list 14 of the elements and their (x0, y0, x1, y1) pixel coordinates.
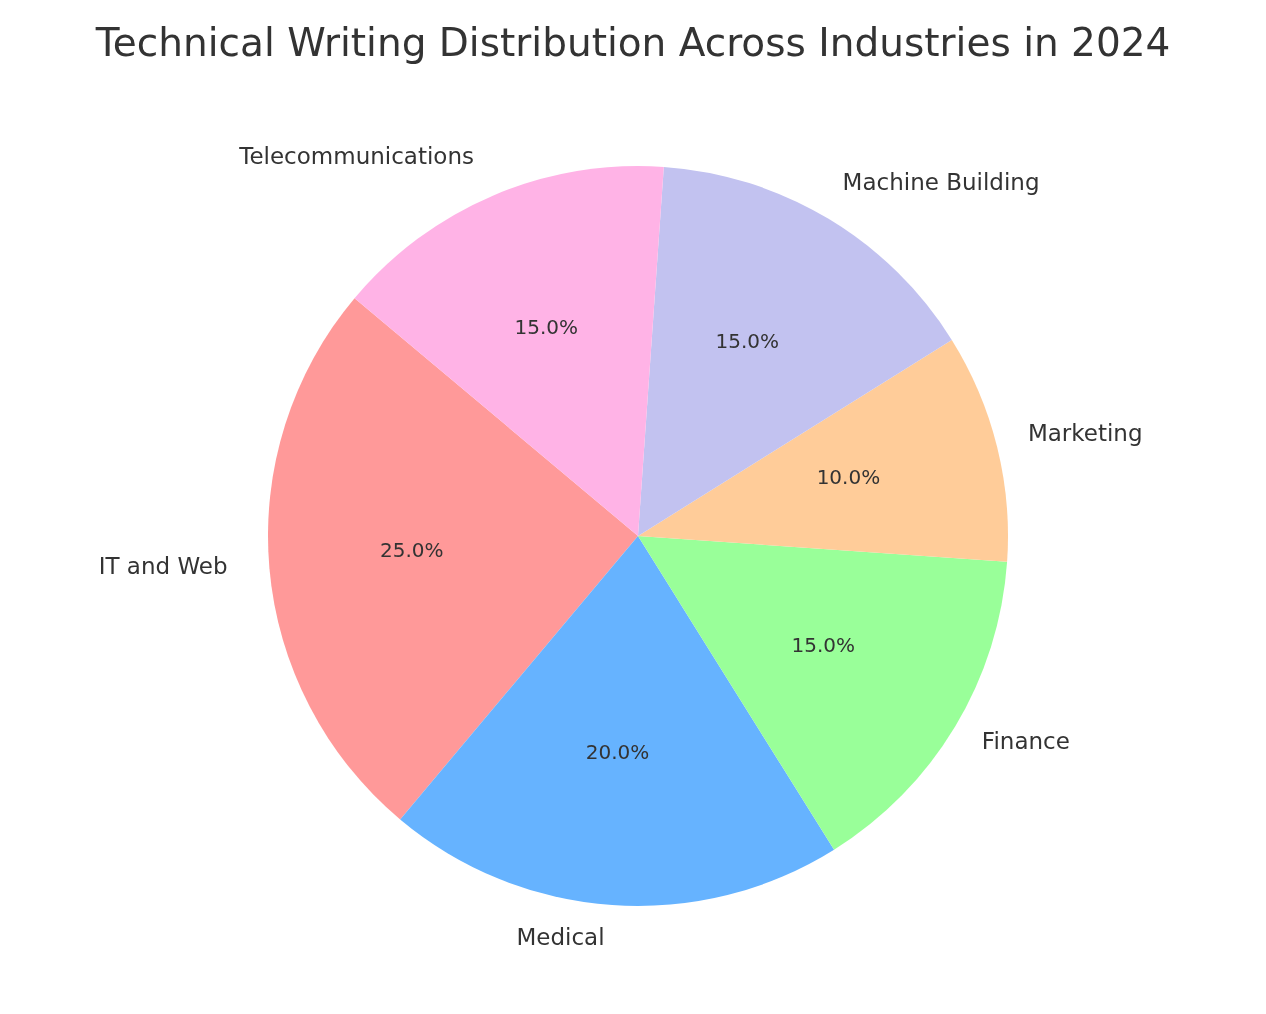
slice-label: Machine Building (842, 169, 1040, 196)
slice-label: Finance (981, 727, 1070, 754)
chart-title: Technical Writing Distribution Across Industries in 2024 (94, 20, 1172, 65)
data-label: 10.0% (816, 465, 881, 490)
data-label: 15.0% (715, 328, 780, 353)
data-label: 20.0% (585, 740, 650, 765)
slice-label: Marketing (1027, 419, 1143, 446)
slice-label: IT and Web (98, 553, 228, 580)
pie-slice (354, 166, 664, 536)
data-label: 25.0% (380, 538, 444, 563)
data-label: 15.0% (514, 314, 579, 339)
slice-label: Telecommunications (238, 143, 474, 170)
data-label: 15.0% (791, 633, 856, 658)
slice-label: Medical (516, 924, 605, 951)
